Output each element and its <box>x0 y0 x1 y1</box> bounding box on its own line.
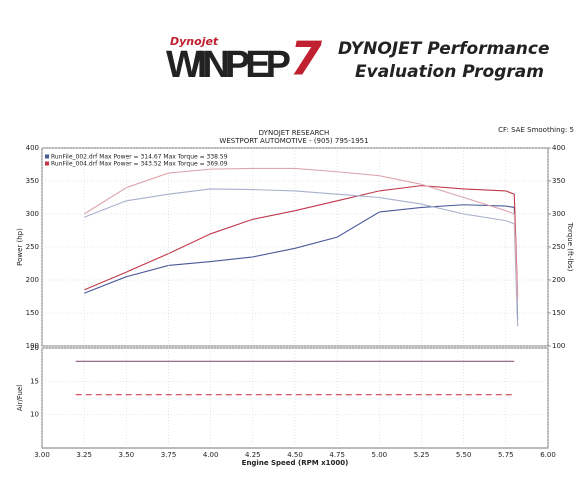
y-tick-label: 15 <box>30 377 39 385</box>
legend-entry: RunFile_004.drf Max Power = 343.52 Max T… <box>51 161 228 168</box>
x-tick-label: 6.00 <box>540 451 556 459</box>
x-tick-label: 5.75 <box>498 451 514 459</box>
y2-tick-label: 300 <box>552 210 565 218</box>
logo-number: 7 <box>290 32 322 86</box>
y2-tick-label: 150 <box>552 309 565 317</box>
x-tick-label: 3.75 <box>161 451 177 459</box>
x-tick-label: 4.25 <box>245 451 261 459</box>
header-line: Evaluation Program <box>355 62 544 82</box>
y-tick-label: 400 <box>26 144 39 152</box>
x-tick-label: 5.50 <box>456 451 472 459</box>
y-tick-label: 250 <box>26 243 39 251</box>
x-tick-label: 3.25 <box>76 451 92 459</box>
brand: Dynojet <box>170 35 219 48</box>
y-tick-label: 150 <box>26 309 39 317</box>
series-line <box>83 167 519 300</box>
x-tick-label: 4.00 <box>203 451 219 459</box>
x-tick-label: 4.75 <box>329 451 345 459</box>
chart-subtitle: WESTPORT AUTOMOTIVE - (905) 795-1951 <box>219 137 368 145</box>
y2-tick-label: 350 <box>552 177 565 185</box>
y2-tick-label: 250 <box>552 243 565 251</box>
logo: WINPEP <box>166 44 291 86</box>
plot-area <box>41 347 549 449</box>
y2-tick-label: 400 <box>552 144 565 152</box>
header-line: DYNOJET Performance <box>338 39 550 59</box>
x-tick-label: 4.50 <box>287 451 303 459</box>
y-tick-label: 300 <box>26 210 39 218</box>
x-tick-label: 5.00 <box>372 451 388 459</box>
x-tick-label: 5.25 <box>414 451 430 459</box>
y2-tick-label: 200 <box>552 276 565 284</box>
legend-swatch <box>45 154 49 159</box>
x-axis-label: Engine Speed (RPM x1000) <box>242 459 349 467</box>
legend-entry: RunFile_002.drf Max Power = 314.67 Max T… <box>51 154 228 161</box>
y2-tick-label: 100 <box>552 342 565 350</box>
y-tick-label: 100 <box>26 342 39 350</box>
x-tick-label: 3.50 <box>119 451 135 459</box>
y-tick-label: 20 <box>30 344 39 352</box>
y-tick-label: 200 <box>26 276 39 284</box>
x-tick-label: 3.00 <box>34 451 50 459</box>
chart-note: CF: SAE Smoothing: 5 <box>498 126 574 134</box>
y-axis-label: Power (hp) <box>16 228 24 266</box>
y-tick-label: 10 <box>30 411 39 419</box>
chart-title: DYNOJET RESEARCH <box>259 129 330 137</box>
y-axis-label: Air/Fuel <box>16 385 24 411</box>
y2-axis-label: Torque (ft-lbs) <box>566 222 574 272</box>
y-tick-label: 350 <box>26 177 39 185</box>
legend-swatch <box>45 161 49 166</box>
